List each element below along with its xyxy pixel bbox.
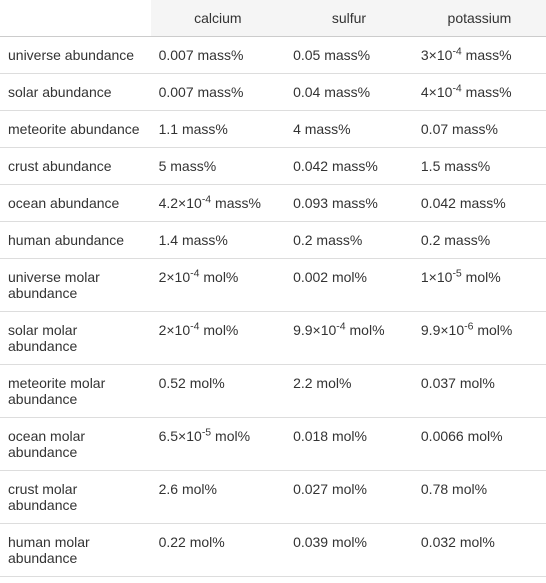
header-calcium: calcium bbox=[151, 0, 285, 37]
table-row: crust molar abundance 2.6 mol% 0.027 mol… bbox=[0, 471, 546, 524]
cell-sulfur: 4 mass% bbox=[285, 111, 413, 148]
cell-sulfur: 0.042 mass% bbox=[285, 148, 413, 185]
cell-sulfur: 0.027 mol% bbox=[285, 471, 413, 524]
row-label: universe molar abundance bbox=[0, 259, 151, 312]
cell-potassium: 4×10-4 mass% bbox=[413, 74, 546, 111]
cell-potassium: 1×10-5 mol% bbox=[413, 259, 546, 312]
cell-calcium: 0.52 mol% bbox=[151, 365, 285, 418]
cell-potassium: 0.042 mass% bbox=[413, 185, 546, 222]
row-label: crust molar abundance bbox=[0, 471, 151, 524]
table-row: meteorite abundance 1.1 mass% 4 mass% 0.… bbox=[0, 111, 546, 148]
cell-calcium: 4.2×10-4 mass% bbox=[151, 185, 285, 222]
cell-sulfur: 0.093 mass% bbox=[285, 185, 413, 222]
cell-calcium: 2×10-4 mol% bbox=[151, 312, 285, 365]
cell-potassium: 9.9×10-6 mol% bbox=[413, 312, 546, 365]
row-label: solar abundance bbox=[0, 74, 151, 111]
cell-sulfur: 0.05 mass% bbox=[285, 37, 413, 74]
cell-calcium: 2.6 mol% bbox=[151, 471, 285, 524]
cell-calcium: 5 mass% bbox=[151, 148, 285, 185]
cell-calcium: 2×10-4 mol% bbox=[151, 259, 285, 312]
cell-sulfur: 2.2 mol% bbox=[285, 365, 413, 418]
cell-sulfur: 0.04 mass% bbox=[285, 74, 413, 111]
row-label: ocean abundance bbox=[0, 185, 151, 222]
cell-potassium: 0.037 mol% bbox=[413, 365, 546, 418]
cell-calcium: 0.007 mass% bbox=[151, 37, 285, 74]
cell-calcium: 0.007 mass% bbox=[151, 74, 285, 111]
cell-sulfur: 0.018 mol% bbox=[285, 418, 413, 471]
row-label: meteorite abundance bbox=[0, 111, 151, 148]
row-label: human molar abundance bbox=[0, 524, 151, 577]
table-row: human abundance 1.4 mass% 0.2 mass% 0.2 … bbox=[0, 222, 546, 259]
table-row: crust abundance 5 mass% 0.042 mass% 1.5 … bbox=[0, 148, 546, 185]
row-label: meteorite molar abundance bbox=[0, 365, 151, 418]
table-body: universe abundance 0.007 mass% 0.05 mass… bbox=[0, 37, 546, 577]
cell-sulfur: 0.002 mol% bbox=[285, 259, 413, 312]
header-row: calcium sulfur potassium bbox=[0, 0, 546, 37]
table-row: meteorite molar abundance 0.52 mol% 2.2 … bbox=[0, 365, 546, 418]
cell-potassium: 0.2 mass% bbox=[413, 222, 546, 259]
cell-sulfur: 9.9×10-4 mol% bbox=[285, 312, 413, 365]
table-row: solar molar abundance 2×10-4 mol% 9.9×10… bbox=[0, 312, 546, 365]
cell-calcium: 0.22 mol% bbox=[151, 524, 285, 577]
cell-calcium: 1.1 mass% bbox=[151, 111, 285, 148]
abundance-table: calcium sulfur potassium universe abunda… bbox=[0, 0, 546, 577]
cell-sulfur: 0.039 mol% bbox=[285, 524, 413, 577]
table-row: universe molar abundance 2×10-4 mol% 0.0… bbox=[0, 259, 546, 312]
table-row: ocean molar abundance 6.5×10-5 mol% 0.01… bbox=[0, 418, 546, 471]
table-row: solar abundance 0.007 mass% 0.04 mass% 4… bbox=[0, 74, 546, 111]
cell-potassium: 1.5 mass% bbox=[413, 148, 546, 185]
cell-calcium: 6.5×10-5 mol% bbox=[151, 418, 285, 471]
cell-calcium: 1.4 mass% bbox=[151, 222, 285, 259]
row-label: universe abundance bbox=[0, 37, 151, 74]
header-empty bbox=[0, 0, 151, 37]
table-row: human molar abundance 0.22 mol% 0.039 mo… bbox=[0, 524, 546, 577]
row-label: crust abundance bbox=[0, 148, 151, 185]
cell-potassium: 0.0066 mol% bbox=[413, 418, 546, 471]
table-row: universe abundance 0.007 mass% 0.05 mass… bbox=[0, 37, 546, 74]
cell-potassium: 0.07 mass% bbox=[413, 111, 546, 148]
cell-potassium: 0.032 mol% bbox=[413, 524, 546, 577]
cell-potassium: 0.78 mol% bbox=[413, 471, 546, 524]
table-row: ocean abundance 4.2×10-4 mass% 0.093 mas… bbox=[0, 185, 546, 222]
header-potassium: potassium bbox=[413, 0, 546, 37]
cell-potassium: 3×10-4 mass% bbox=[413, 37, 546, 74]
header-sulfur: sulfur bbox=[285, 0, 413, 37]
row-label: solar molar abundance bbox=[0, 312, 151, 365]
row-label: human abundance bbox=[0, 222, 151, 259]
row-label: ocean molar abundance bbox=[0, 418, 151, 471]
cell-sulfur: 0.2 mass% bbox=[285, 222, 413, 259]
